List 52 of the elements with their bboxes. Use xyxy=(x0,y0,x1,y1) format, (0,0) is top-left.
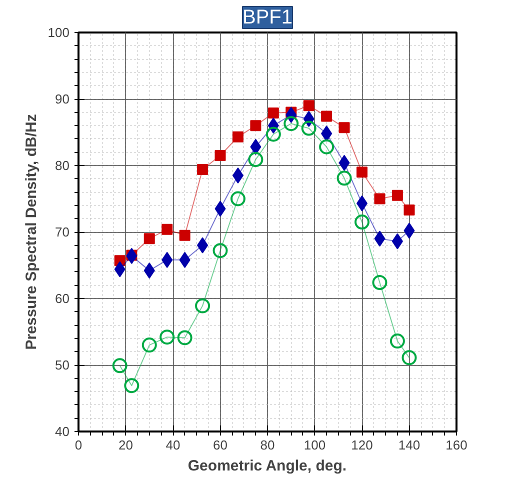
point xyxy=(250,120,262,132)
point xyxy=(321,110,332,122)
point xyxy=(338,122,350,134)
point xyxy=(303,100,314,112)
x-tick-label: 140 xyxy=(398,438,420,452)
point xyxy=(230,191,246,206)
point xyxy=(177,330,192,346)
point xyxy=(284,116,299,132)
y-tick-label: 80 xyxy=(55,158,70,173)
y-tick-label: 90 xyxy=(55,92,70,106)
point xyxy=(160,330,175,345)
y-tick-label: 40 xyxy=(55,424,70,439)
point xyxy=(392,190,403,201)
point xyxy=(266,126,281,142)
x-tick-label: 40 xyxy=(166,438,180,452)
y-tick-label: 100 xyxy=(48,25,70,40)
point xyxy=(214,150,226,162)
point xyxy=(162,224,173,235)
point xyxy=(232,131,244,142)
x-tick-label: 100 xyxy=(304,438,326,452)
point xyxy=(301,120,316,136)
x-tick-label: 120 xyxy=(351,438,373,452)
point xyxy=(197,164,208,175)
x-tick-label: 60 xyxy=(213,438,228,452)
point xyxy=(124,378,140,394)
y-tick-label: 60 xyxy=(55,291,70,306)
x-tick-label: 20 xyxy=(118,438,133,452)
y-tick-label: 50 xyxy=(55,358,70,372)
point xyxy=(390,334,405,349)
point xyxy=(212,243,228,258)
x-tick-label: 80 xyxy=(260,438,275,452)
point xyxy=(354,214,370,230)
y-axis-title: Pressure Spectral Density, dB/Hz xyxy=(22,114,40,350)
point xyxy=(195,298,210,314)
point xyxy=(144,233,155,244)
point xyxy=(248,152,264,167)
point xyxy=(319,139,334,154)
x-tick-label: 0 xyxy=(74,438,82,452)
x-tick-label: 160 xyxy=(446,438,468,452)
point xyxy=(336,170,352,186)
point xyxy=(142,338,157,353)
point xyxy=(179,230,190,241)
y-tick-label: 70 xyxy=(55,224,70,240)
x-axis-title: Geometric Angle, deg. xyxy=(188,458,347,474)
point xyxy=(356,166,368,178)
chart-title: BPF1 xyxy=(242,6,293,28)
point xyxy=(402,350,417,366)
point xyxy=(404,204,415,216)
point xyxy=(112,358,128,374)
point xyxy=(372,275,388,290)
point xyxy=(374,193,386,204)
point xyxy=(268,107,279,118)
